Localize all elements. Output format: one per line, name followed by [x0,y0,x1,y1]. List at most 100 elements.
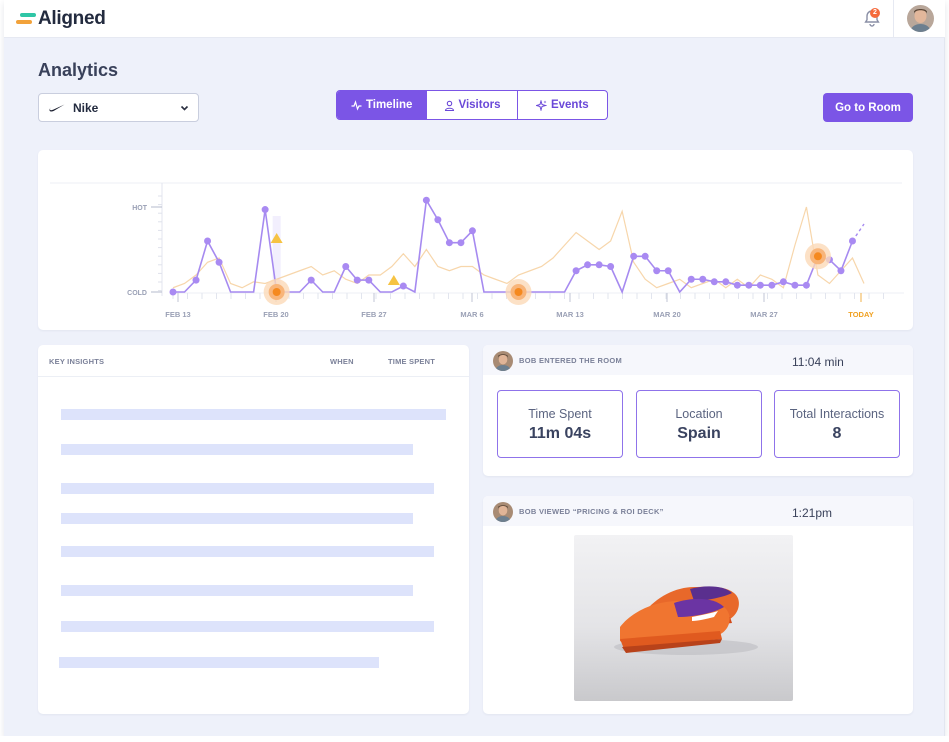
data-point [848,237,856,245]
data-point [169,288,177,296]
tab-timeline[interactable]: Timeline [337,91,427,119]
data-point [653,267,661,275]
data-point [595,261,603,269]
top-bar: Aligned 2 [4,0,945,38]
nike-logo-icon [49,104,65,111]
deck-viewed-time: 1:21pm [792,506,833,520]
data-point [837,267,845,275]
stat-label: Total Interactions [789,407,885,421]
data-point [215,258,223,266]
data-point [353,276,361,284]
data-point [192,276,200,284]
stat-location: Location Spain [636,390,762,458]
visitor-avatar [493,351,513,371]
data-point [457,239,465,247]
x-tick-label: MAR 27 [750,310,778,319]
divider [893,0,894,38]
tab-timeline-label: Timeline [365,99,413,111]
account-select-value: Nike [73,100,99,115]
highlight-point [514,288,523,296]
data-point [733,281,741,289]
data-point [756,281,764,289]
app-window: Aligned 2 Analytics Nike [4,0,945,736]
insight-placeholder-bar [61,483,434,494]
data-point [664,267,672,275]
user-avatar[interactable] [907,5,934,32]
view-tabs: Timeline Visitors Events [336,90,608,120]
data-point [434,216,442,224]
stat-value: 8 [832,425,842,442]
data-point [584,261,592,269]
deck-preview-image[interactable] [574,535,793,701]
sparkle-icon [535,99,547,111]
tab-events[interactable]: Events [516,91,607,119]
warning-icon [387,275,400,285]
data-point [802,281,810,289]
highlight-band [272,216,281,292]
insights-column-when: WHEN [330,357,354,366]
tab-visitors-label: Visitors [458,99,501,111]
tab-visitors[interactable]: Visitors [426,91,516,119]
go-to-room-button[interactable]: Go to Room [823,93,913,122]
chevron-down-icon [180,105,189,111]
key-insights-card: KEY INSIGHTS WHEN TIME SPENT [38,345,469,714]
data-point [745,281,753,289]
warning-icon [270,233,283,243]
data-point [468,227,476,235]
account-select[interactable]: Nike [38,93,199,122]
data-point [630,252,638,260]
app-logo[interactable]: Aligned [16,8,106,30]
timeline-chart-card: HOT COLD FEB 13 FEB 20 FEB 27 MAR 6 MAR 13 MAR … [38,150,913,330]
insight-placeholder-bar [59,657,379,668]
x-tick-label: FEB 27 [361,310,386,319]
x-tick-label: FEB 20 [263,310,288,319]
data-point [307,276,315,284]
insight-placeholder-bar [61,546,434,557]
data-point [710,278,718,286]
insights-column-key-insights: KEY INSIGHTS [49,357,105,366]
y-label-hot: HOT [132,205,148,212]
data-point [342,263,350,270]
timeline-chart: HOT COLD FEB 13 FEB 20 FEB 27 MAR 6 MAR 13 MAR … [50,182,904,319]
stat-value: 11m 04s [528,425,592,442]
x-tick-label: MAR 20 [653,310,681,319]
stat-total-interactions: Total Interactions 8 [774,390,900,458]
insights-column-time-spent: TIME SPENT [388,357,436,366]
data-point [699,275,707,283]
data-point [572,267,580,275]
stat-label: Location [675,407,723,421]
data-point [768,281,776,289]
x-tick-label: TODAY [848,310,873,319]
deck-viewed-header: BOB VIEWED “PRICING & ROI DECK” 1:21pm [483,496,913,526]
insight-placeholder-bar [61,444,413,455]
x-tick-label: MAR 13 [556,310,584,319]
logo-mark-icon [16,12,36,26]
data-point [204,237,212,245]
data-point [641,252,649,260]
stat-label: Time Spent [528,407,592,421]
person-icon [444,100,454,111]
data-point [445,239,453,247]
data-point [422,196,430,204]
data-point [365,276,373,284]
insight-placeholder-bar [61,409,446,420]
deck-viewed-label: BOB VIEWED “PRICING & ROI DECK” [519,507,664,516]
room-entered-label: BOB ENTERED THE ROOM [519,356,623,365]
data-point [722,278,730,286]
x-tick-label: MAR 6 [460,310,483,319]
visitor-avatar [493,502,513,522]
insights-header: KEY INSIGHTS WHEN TIME SPENT [38,345,469,377]
insight-placeholder-bar [61,513,413,524]
highlight-point [272,288,281,296]
y-label-cold: COLD [127,290,147,297]
notification-badge: 2 [870,8,880,18]
pulse-icon [351,99,362,111]
data-point [779,278,787,286]
data-point [687,275,695,283]
stat-time-spent: Time Spent 11m 04s [497,390,623,458]
page-title: Analytics [38,60,119,80]
room-entered-card: BOB ENTERED THE ROOM 11:04 min Time Spen… [483,345,913,476]
insight-placeholder-bar [61,621,434,632]
highlight-point [813,252,822,261]
deck-viewed-card: BOB VIEWED “PRICING & ROI DECK” 1:21pm [483,496,913,714]
